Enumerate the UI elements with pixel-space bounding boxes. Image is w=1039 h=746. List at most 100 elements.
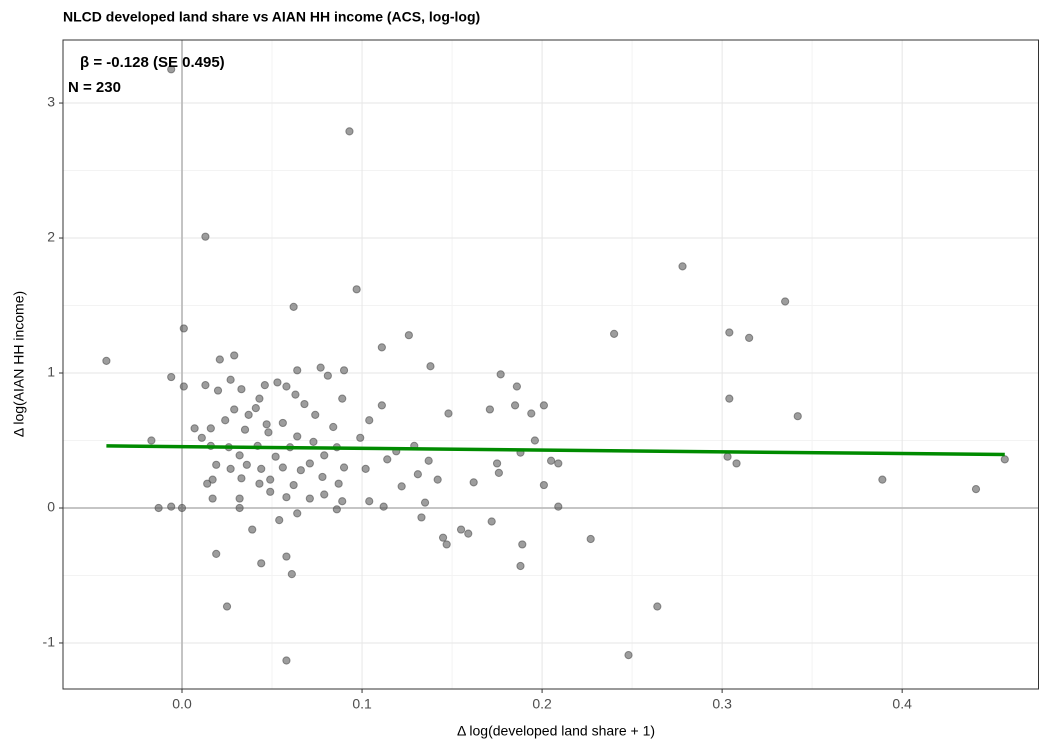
point (167, 372, 176, 382)
point (624, 651, 633, 660)
point (262, 420, 271, 429)
point (361, 464, 370, 473)
point (230, 405, 239, 414)
point (309, 437, 318, 446)
annotation: β = -0.128 (SE 0.495) (80, 54, 225, 71)
point (420, 498, 430, 507)
x-tick-label: 0.4 (892, 696, 912, 712)
y-tick-label: 1 (47, 364, 55, 380)
point (512, 382, 521, 391)
point (725, 328, 734, 337)
point (379, 502, 388, 511)
point (311, 410, 320, 419)
point (235, 503, 244, 513)
point (426, 362, 435, 371)
point (212, 460, 221, 469)
point (154, 503, 163, 513)
point (305, 459, 314, 468)
point (208, 494, 217, 503)
point (725, 394, 734, 403)
point (102, 356, 111, 365)
point (404, 331, 413, 340)
point (237, 474, 246, 483)
point (235, 451, 244, 460)
point (316, 363, 325, 372)
point (201, 381, 210, 390)
point (377, 401, 386, 410)
point (242, 460, 251, 469)
point (289, 302, 298, 311)
point (554, 502, 563, 511)
point (282, 552, 291, 561)
point (365, 497, 374, 506)
point (610, 329, 619, 338)
point (318, 472, 327, 482)
x-tick-label: 0.0 (172, 696, 192, 712)
point (653, 602, 662, 611)
point (539, 480, 548, 490)
point (179, 324, 188, 333)
point (203, 479, 212, 488)
point (293, 509, 302, 518)
point (1000, 455, 1009, 464)
point (464, 529, 473, 538)
point (244, 410, 253, 419)
point (356, 433, 365, 442)
point (300, 399, 309, 409)
point (266, 475, 275, 484)
point (221, 416, 230, 425)
point (215, 355, 224, 364)
point (257, 559, 266, 568)
point (226, 375, 235, 384)
point (278, 418, 287, 428)
point (289, 480, 298, 490)
point (282, 382, 291, 391)
point (339, 366, 349, 375)
point (424, 456, 433, 465)
point (546, 456, 556, 465)
x-tick-label: 0.3 (712, 696, 732, 712)
point (293, 366, 302, 375)
annotation: N = 230 (68, 79, 121, 96)
point (444, 409, 453, 418)
point (334, 479, 343, 488)
y-tick-label: 2 (47, 229, 55, 245)
point (271, 452, 280, 461)
point (167, 502, 176, 511)
point (413, 470, 422, 479)
point (230, 351, 239, 360)
point (293, 432, 302, 441)
point (282, 493, 291, 502)
point (282, 656, 291, 665)
point (781, 297, 790, 306)
fit-line (106, 444, 1005, 457)
point (745, 333, 754, 343)
point (305, 494, 314, 503)
point (496, 370, 505, 379)
point (147, 436, 156, 445)
point (732, 459, 741, 468)
point (235, 494, 244, 503)
point (226, 464, 235, 473)
point (485, 405, 494, 414)
point (793, 412, 802, 421)
point (255, 479, 264, 488)
point (287, 570, 296, 579)
x-axis-title: Δ log(developed land share + 1) (457, 723, 655, 739)
point (240, 425, 250, 434)
point (339, 463, 349, 472)
point (417, 513, 426, 522)
point (255, 394, 264, 403)
point (222, 602, 232, 611)
point (397, 482, 406, 491)
y-tick-label: 3 (47, 94, 55, 110)
chart-title: NLCD developed land share vs AIAN HH inc… (63, 9, 480, 25)
point (208, 475, 217, 484)
panel-border (62, 39, 1039, 690)
point (492, 459, 502, 468)
point (201, 232, 210, 241)
point (586, 534, 595, 544)
point (190, 424, 199, 433)
point (260, 381, 269, 390)
point (878, 475, 887, 484)
